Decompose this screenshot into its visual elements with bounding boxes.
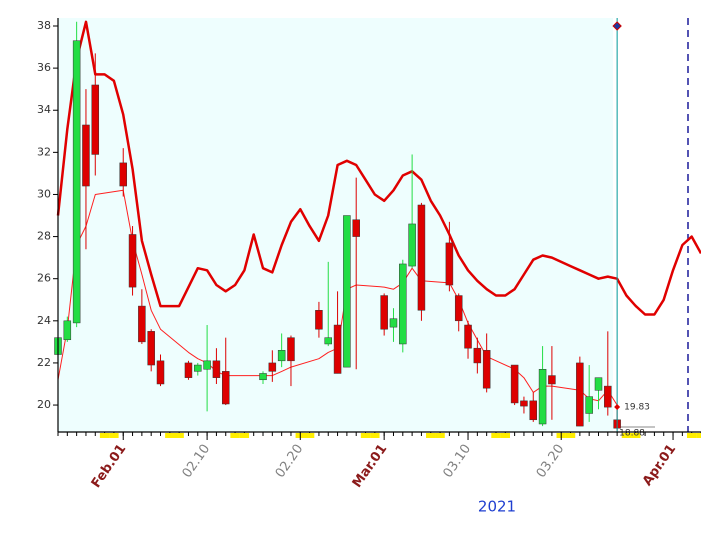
y-tick-label: 22: [37, 356, 51, 369]
candle-body: [604, 385, 612, 408]
x-tick-label: 02.20: [273, 442, 307, 481]
y-tick-label: 36: [37, 61, 51, 74]
candle-body: [548, 375, 556, 385]
weekend-marker: [435, 433, 445, 438]
indicator-line: [57, 189, 618, 406]
weekend-marker: [304, 433, 315, 438]
candle-body: [63, 320, 72, 341]
candle-body: [184, 362, 193, 378]
candle-body: [594, 377, 603, 391]
candle-body: [389, 318, 398, 328]
annotation: 18.88: [619, 429, 645, 439]
candle-body: [352, 219, 360, 237]
candle-body: [333, 324, 342, 374]
weekend-marker: [230, 433, 240, 438]
x-tick-label: 02.10: [180, 442, 214, 481]
y-tick-label: 38: [37, 19, 51, 32]
weekend-marker: [696, 433, 701, 438]
weekend-marker: [109, 433, 119, 438]
candle-body: [482, 350, 491, 389]
candle-body: [529, 400, 538, 421]
candle-body: [343, 215, 351, 368]
x-tick-label: Apr.01: [640, 442, 679, 489]
candle-body: [464, 324, 472, 349]
weekend-marker: [491, 433, 501, 438]
y-tick-label: 26: [37, 272, 51, 285]
y-tick-label: 24: [37, 314, 51, 327]
candle-body: [399, 263, 407, 345]
x-axis-label: 2021: [478, 498, 516, 516]
x-tick-label: Feb.01: [89, 442, 130, 491]
weekend-marker: [165, 433, 175, 438]
candle-body: [408, 223, 416, 267]
candle-body: [287, 337, 295, 362]
candle-body: [194, 364, 202, 372]
x-tick-label: Mar.01: [350, 442, 391, 491]
weekend-marker: [360, 433, 371, 438]
candle-body: [119, 162, 127, 187]
x-tick-label: 03.20: [534, 442, 568, 481]
candle-body: [277, 350, 286, 362]
candle-body: [72, 40, 81, 324]
annotation-diamond: [614, 404, 621, 410]
candle-body: [156, 360, 165, 385]
candle-body: [380, 295, 388, 330]
candle-body: [221, 371, 230, 405]
candle-body: [585, 396, 593, 414]
candle-body: [212, 360, 221, 378]
y-tick-label: 34: [37, 103, 51, 116]
y-tick-label: 28: [37, 230, 51, 243]
candle-body: [82, 124, 90, 187]
weekend-marker: [426, 433, 436, 438]
current-diamond: [612, 21, 622, 31]
y-tick-label: 20: [37, 398, 51, 411]
candle-body: [91, 84, 100, 155]
x-tick-label: 03.10: [441, 442, 475, 481]
candle-body: [259, 373, 267, 381]
candle-body: [538, 368, 547, 425]
candle-body: [510, 364, 519, 404]
weekend-marker: [500, 433, 511, 438]
weekend-marker: [621, 433, 632, 438]
weekend-marker: [370, 433, 380, 438]
candle-body: [315, 310, 323, 330]
weekend-marker: [174, 433, 184, 438]
candle-body: [324, 337, 332, 345]
candle-body: [203, 360, 211, 370]
annotation: 19.83: [624, 403, 650, 413]
candle-body: [417, 204, 426, 311]
candle-body: [138, 305, 146, 343]
candle-body: [268, 362, 277, 372]
y-tick-label: 32: [37, 145, 51, 158]
y-tick-label: 30: [37, 187, 51, 200]
candle-body: [473, 347, 482, 364]
weekend-marker: [565, 433, 576, 438]
indicator-line: [56, 20, 701, 316]
weekend-marker: [239, 433, 250, 438]
weekend-marker: [686, 433, 697, 438]
candle-body: [520, 400, 528, 407]
candle-body: [445, 242, 454, 286]
candle-body: [128, 234, 137, 288]
weekend-marker: [631, 433, 641, 438]
candle-body: [147, 331, 155, 366]
candle-body: [454, 295, 463, 322]
candle-body: [576, 362, 584, 427]
weekend-marker: [99, 433, 110, 438]
